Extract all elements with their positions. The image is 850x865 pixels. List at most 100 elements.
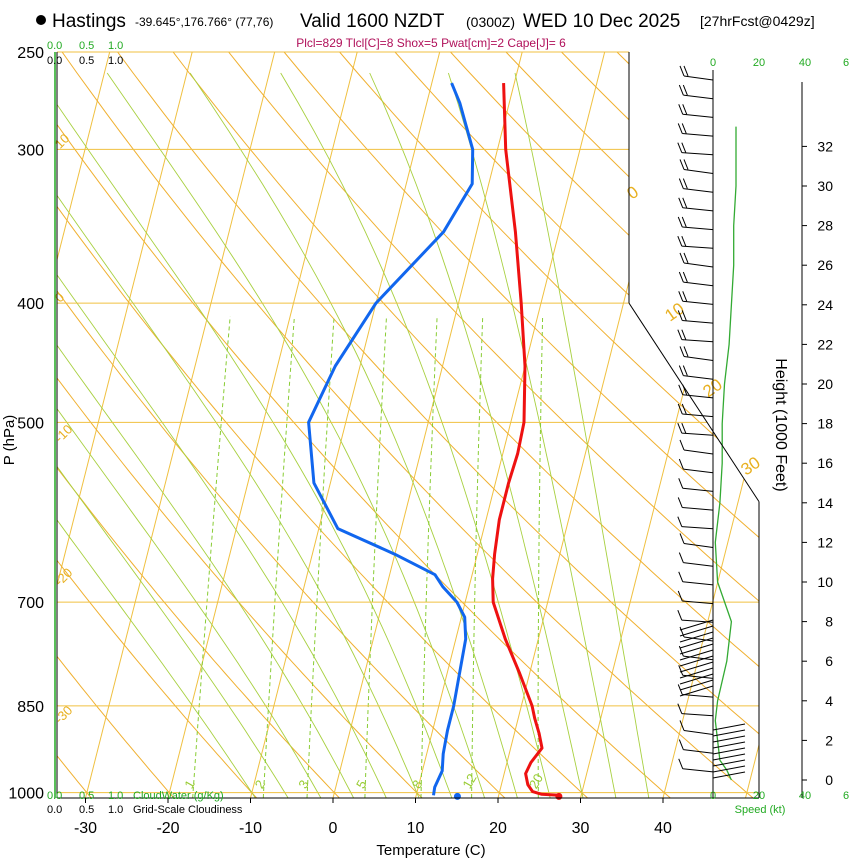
dry-adiabat-line (7, 52, 671, 798)
mixing-ratio-label: 8 (409, 777, 426, 791)
wind-barb-feather (684, 159, 688, 169)
mixing-ratio-line (472, 316, 483, 798)
height-tick-label: 2 (825, 732, 833, 748)
moist-adiabat-line (0, 73, 321, 798)
isotherm-line (416, 52, 605, 798)
wind-barb-feather (680, 533, 684, 543)
cloudwater-tick-top-1: 0.5 (79, 40, 94, 52)
temperature-tick-label: 10 (407, 820, 425, 837)
wind-barb-feather (678, 610, 682, 620)
wind-barb-staff (682, 714, 713, 716)
forecast-run: [27hrFcst@0429z] (700, 13, 815, 29)
height-tick-label: 10 (817, 574, 833, 590)
wind-barb-feather (679, 272, 683, 282)
wind-barb-staff (713, 766, 745, 772)
wind-barb-staff (682, 340, 713, 342)
wind-barb-staff (680, 686, 713, 696)
height-tick-label: 22 (817, 336, 833, 352)
wind-barb-feather (679, 366, 683, 376)
wind-barb-feather (678, 330, 682, 340)
temperature-tick-label: 40 (654, 820, 672, 837)
cloudiness-tick-bottom-0: 0.0 (47, 804, 62, 816)
mixing-ratio-line (538, 316, 543, 798)
wind-barb-staff (713, 724, 745, 730)
wind-barb-staff (683, 488, 713, 491)
wind-barb-feather (679, 572, 683, 582)
speed-tick-bottom-1: 20 (753, 790, 765, 802)
wind-barbs (678, 66, 745, 780)
temperature-tick-label: 30 (572, 820, 590, 837)
wind-barb-feather (678, 217, 682, 227)
wind-barb-feather (682, 423, 686, 433)
wind-barb-feather (683, 104, 687, 114)
wind-barb-feather (682, 123, 686, 133)
pressure-tick-label: 850 (17, 699, 44, 716)
wind-barb-feather (683, 85, 687, 95)
wind-barb-staff (683, 208, 713, 211)
y-axis-label: P (hPa) (1, 415, 18, 466)
wind-barb-feather (679, 104, 683, 114)
wind-barb-staff (683, 469, 713, 473)
wind-barb-feather (684, 346, 688, 356)
height-tick-label: 26 (817, 257, 833, 273)
cloudiness-tick-top-0: 0.0 (47, 55, 62, 67)
mixing-ratio-line (365, 316, 387, 798)
mixing-ratio-line (307, 316, 334, 798)
wind-barb-staff (683, 189, 713, 193)
wind-barb-feather (683, 366, 687, 376)
dry-adiabat-label: 0 (623, 182, 642, 203)
wind-barb-feather (678, 704, 682, 714)
wind-barb-feather (679, 198, 683, 208)
wind-barb-staff (682, 507, 713, 510)
dry-adiabat-label: 10 (661, 299, 687, 325)
isotherm-line (581, 52, 770, 798)
sounding-params: Plcl=829 Tlcl[C]=8 Shox=5 Pwat[cm]=2 Cap… (296, 36, 566, 50)
cloudiness-tick-bottom-1: 0.5 (79, 804, 94, 816)
height-tick-label: 14 (817, 495, 833, 511)
wind-barb-staff (683, 95, 713, 99)
speed-tick-top-1: 20 (753, 57, 765, 69)
wind-barb-staff (683, 563, 713, 567)
wind-barb-staff (683, 114, 713, 117)
wind-barb-staff (680, 680, 713, 690)
wind-barb-feather (680, 159, 684, 169)
diagonal-frame-line (629, 303, 759, 502)
cloudwater-tick-bottom-0: 0.0 (47, 790, 62, 802)
wind-barb-staff (683, 301, 713, 304)
isotherm-line (251, 52, 440, 798)
height-tick-label: 6 (825, 653, 833, 669)
wind-barb-staff (684, 730, 713, 734)
wind-barb-feather (682, 236, 686, 246)
height-tick-label: 30 (817, 178, 833, 194)
wind-barb-feather (678, 123, 682, 133)
cloudiness-tick-bottom-2: 1.0 (108, 804, 123, 816)
wind-barb-staff (682, 694, 713, 697)
location-dot-icon (36, 15, 46, 25)
wind-barb-staff (713, 754, 745, 760)
valid-time: Valid 1600 NZDT (300, 11, 445, 32)
wind-barb-feather (679, 740, 683, 750)
forecast-date: WED 10 Dec 2025 (523, 11, 680, 32)
wind-barb-feather (679, 291, 683, 301)
wind-speed-profile-line (715, 127, 736, 780)
height-tick-label: 28 (817, 218, 833, 234)
height-tick-label: 16 (817, 455, 833, 471)
wind-barb-feather (679, 85, 683, 95)
wind-barb-feather (680, 66, 684, 76)
temperature-tick-label: -10 (239, 820, 262, 837)
wind-barb-feather (684, 66, 688, 76)
wind-barb-feather (680, 440, 684, 450)
wind-barb-feather (683, 179, 687, 189)
mixing-ratio-label: 3 (295, 777, 312, 791)
cloudiness-tick-top-1: 0.5 (79, 55, 94, 67)
mixing-ratio-label: 5 (353, 777, 370, 791)
mixing-ratio-grid (193, 316, 543, 798)
height-tick-label: 32 (817, 138, 833, 154)
wind-barb-feather (683, 272, 687, 282)
pressure-tick-label: 300 (17, 142, 44, 159)
height-tick-label: 0 (825, 772, 833, 788)
mixing-ratio-label: 2 (252, 777, 269, 791)
wind-barb-staff (682, 246, 713, 248)
